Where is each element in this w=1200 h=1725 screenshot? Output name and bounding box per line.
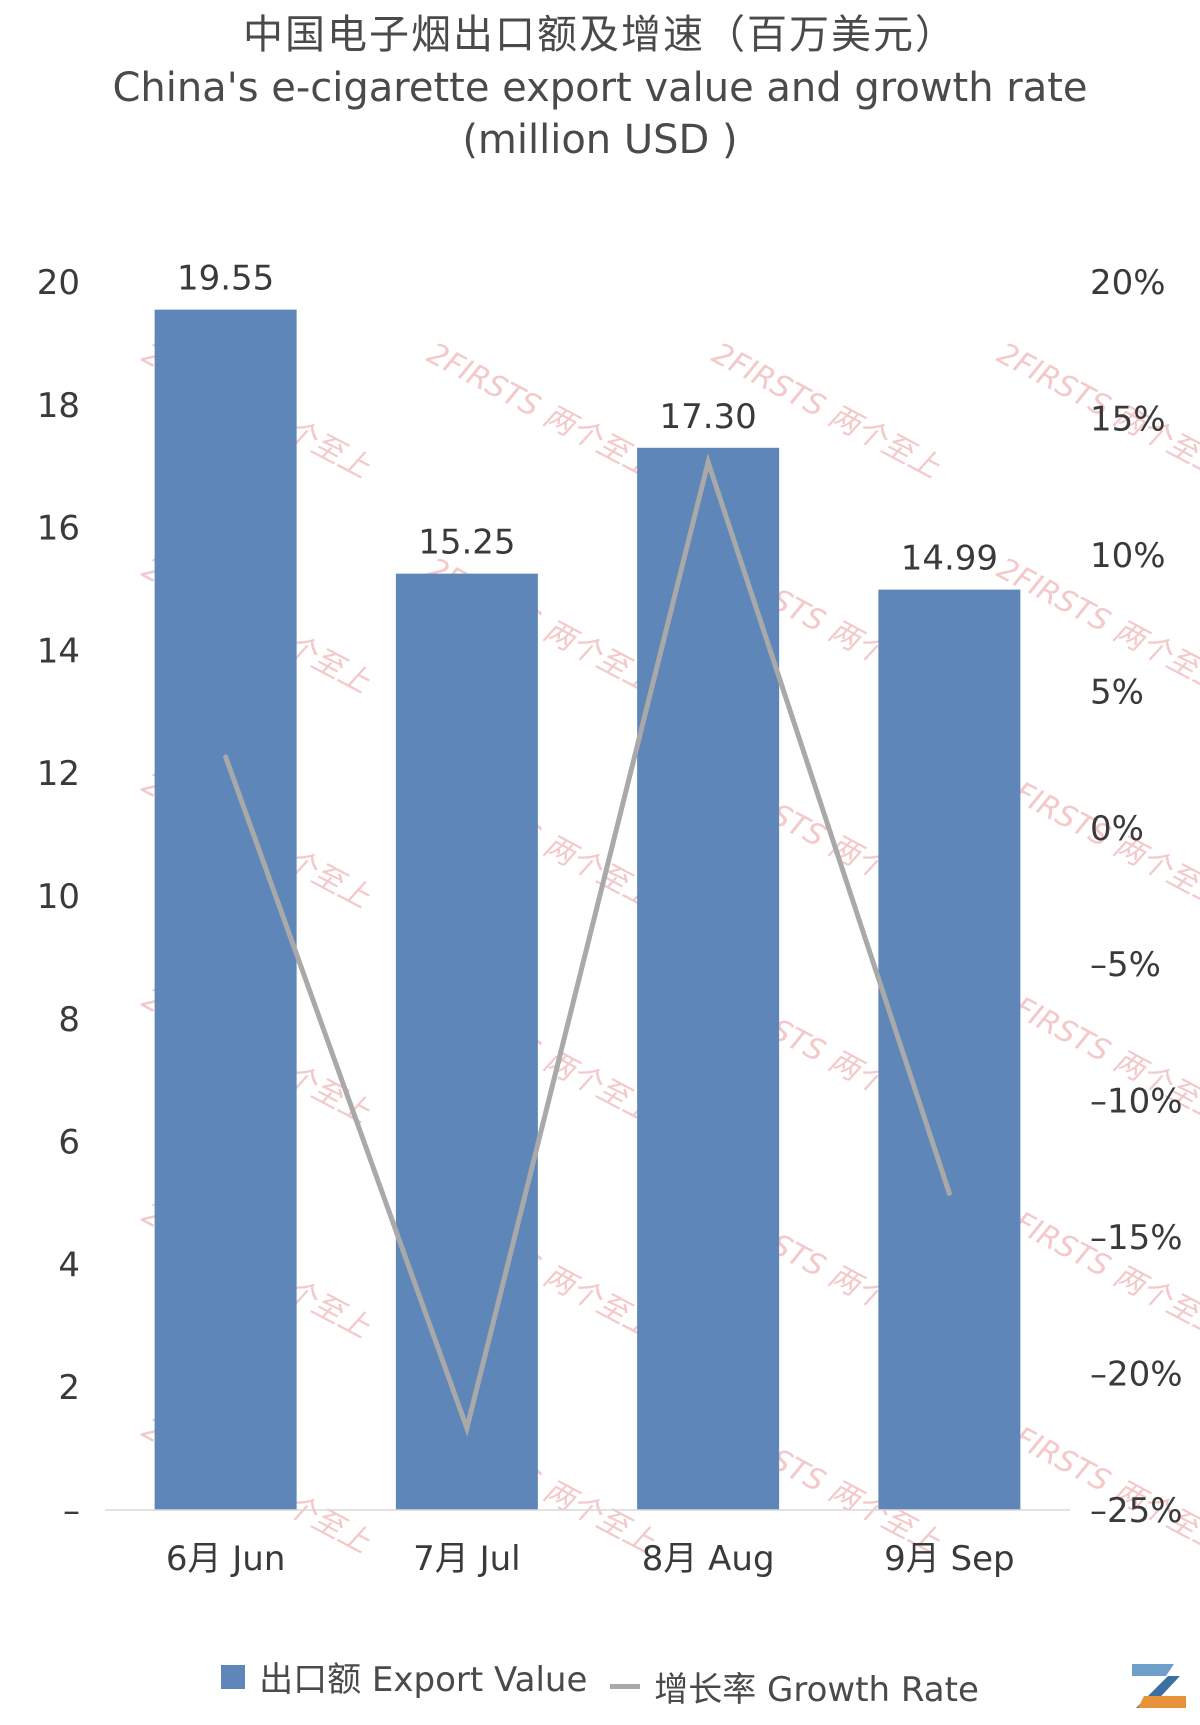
legend-swatch-bar	[221, 1664, 246, 1689]
watermark-text: 2FIRSTS 两个至上	[991, 1411, 1200, 1561]
bar-data-label: 15.25	[418, 523, 515, 563]
y-right-tick-label: 10%	[1090, 536, 1166, 576]
y-right-tick-label: –20%	[1090, 1355, 1183, 1395]
growth-point-2	[464, 1425, 470, 1431]
y-right-tick-label: 20%	[1090, 263, 1166, 303]
legend-item-export: 出口额 Export Value	[221, 1652, 587, 1701]
legend-item-growth: 增长率 Growth Rate	[610, 1662, 979, 1711]
y-right-tick-label: –25%	[1090, 1491, 1183, 1531]
y-right-tick-label: –15%	[1090, 1218, 1183, 1258]
growth-point-3	[705, 459, 711, 465]
brand-logo-icon	[1128, 1658, 1190, 1714]
y-left-tick-label: 14	[37, 631, 80, 671]
growth-point-1	[223, 754, 229, 760]
y-left-tick-label: 20	[37, 263, 80, 303]
legend-label-export: 出口额 Export Value	[259, 1660, 588, 1700]
bar-data-label: 17.30	[659, 397, 756, 437]
growth-rate-line	[223, 453, 952, 1437]
bar-3	[637, 447, 780, 1510]
y-left-tick-label: 16	[37, 509, 80, 549]
y-right-tick-label: 0%	[1090, 809, 1144, 849]
y-left-tick-label: –	[63, 1491, 80, 1531]
y-left-tick-label: 18	[37, 386, 80, 426]
chart-title-zh: 中国电子烟出口额及增速（百万美元）	[243, 12, 957, 58]
y-right-tick-label: 15%	[1090, 399, 1166, 439]
y-left-tick-label: 6	[58, 1123, 80, 1163]
growth-point-4	[946, 1190, 952, 1196]
y-right-tick-label: 5%	[1090, 672, 1144, 712]
x-tick-label: 7月 Jul	[413, 1539, 520, 1579]
y-left-tick-label: 4	[58, 1245, 80, 1285]
x-tick-label: 6月 Jun	[166, 1539, 286, 1579]
watermark-text: 2FIRSTS 两个至上	[421, 336, 661, 486]
x-tick-label: 9月 Sep	[884, 1539, 1015, 1579]
chart-title: 中国电子烟出口额及增速（百万美元） China's e-cigarette ex…	[0, 8, 1200, 166]
y-left-tick-label: 10	[37, 877, 80, 917]
y-left-tick-label: 2	[58, 1368, 80, 1408]
y-right-tick-label: –5%	[1090, 945, 1161, 985]
y-right-tick-label: –10%	[1090, 1082, 1183, 1122]
bar-data-label: 14.99	[901, 539, 998, 579]
bar-data-label: 19.55	[177, 259, 274, 299]
bar-1	[154, 309, 297, 1510]
chart-title-en: China's e-cigarette export value and gro…	[112, 65, 1088, 163]
legend-label-growth: 增长率 Growth Rate	[654, 1669, 979, 1710]
bar-2	[395, 573, 538, 1510]
y-left-tick-label: 12	[37, 754, 80, 794]
legend: 出口额 Export Value 增长率 Growth Rate	[0, 1652, 1200, 1711]
legend-swatch-line	[610, 1683, 641, 1689]
y-left-tick-label: 8	[58, 1000, 80, 1040]
x-tick-label: 8月 Aug	[642, 1539, 775, 1579]
